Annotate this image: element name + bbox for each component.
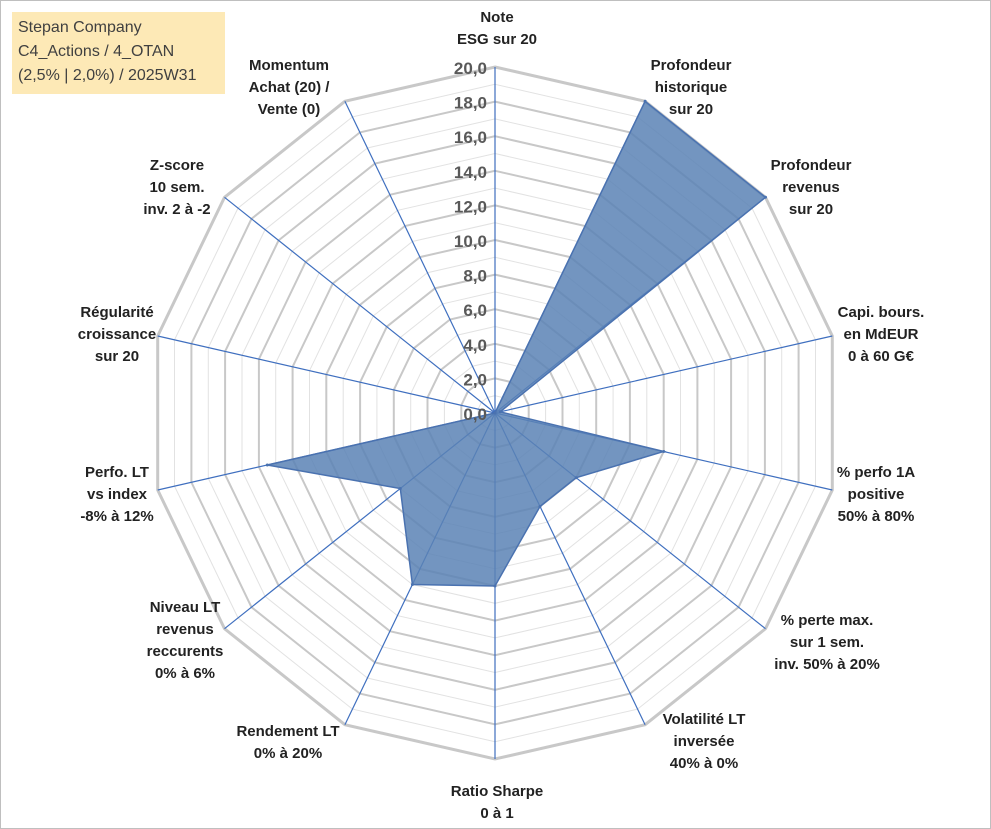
axis-label: Momentum bbox=[249, 57, 329, 74]
axis-label: Rendement LT bbox=[236, 723, 339, 740]
tick-label: 2,0 bbox=[463, 370, 487, 389]
axis-label: 0 à 60 G€ bbox=[848, 348, 915, 365]
axis-label: 0% à 6% bbox=[155, 665, 215, 682]
axis-label: sur 1 sem. bbox=[790, 634, 864, 651]
series-area bbox=[267, 100, 767, 587]
tick-label: 20,0 bbox=[454, 59, 487, 78]
tick-label: 4,0 bbox=[463, 336, 487, 355]
axis-spoke bbox=[157, 335, 496, 414]
data-point bbox=[265, 463, 269, 467]
title-line-1: Stepan Company bbox=[18, 19, 142, 36]
axis-label: 10 sem. bbox=[149, 179, 204, 196]
axis-spoke bbox=[344, 101, 496, 414]
axis-label: Régularité bbox=[80, 304, 153, 321]
axis-label: sur 20 bbox=[669, 101, 713, 118]
axis-label: Note bbox=[480, 9, 513, 26]
tick-label: 8,0 bbox=[463, 267, 487, 286]
axis-label: vs index bbox=[87, 486, 148, 503]
data-point bbox=[493, 584, 497, 588]
axis-spoke bbox=[224, 196, 496, 414]
axis-label: inv. 2 à -2 bbox=[143, 201, 210, 218]
axis-label: Volatilité LT bbox=[663, 711, 746, 728]
tick-label: 18,0 bbox=[454, 94, 487, 113]
axis-label: Z-score bbox=[150, 157, 204, 174]
axis-label: historique bbox=[655, 79, 728, 96]
title-line-3: (2,5% | 2,0%) / 2025W31 bbox=[18, 67, 197, 84]
axis-label: 40% à 0% bbox=[670, 755, 738, 772]
data-point bbox=[398, 487, 402, 490]
data-point bbox=[538, 505, 542, 508]
data-point bbox=[574, 476, 578, 480]
axis-label: Ratio Sharpe bbox=[451, 783, 544, 800]
tick-label: 12,0 bbox=[454, 197, 487, 216]
axis-label: reccurents bbox=[147, 643, 224, 660]
axis-label: Niveau LT bbox=[150, 599, 221, 616]
axis-label: inversée bbox=[674, 733, 735, 750]
axis-label: revenus bbox=[156, 621, 214, 638]
axis-label: croissance bbox=[78, 326, 156, 343]
axis-label: % perfo 1A bbox=[837, 464, 916, 481]
axis-label: inv. 50% à 20% bbox=[774, 656, 880, 673]
axis-label: -8% à 12% bbox=[80, 508, 153, 525]
axis-label: revenus bbox=[782, 179, 840, 196]
axis-label: % perte max. bbox=[781, 612, 874, 629]
axis-spoke bbox=[494, 335, 833, 414]
data-point bbox=[498, 410, 502, 414]
data-point bbox=[643, 99, 647, 103]
axis-label: Profondeur bbox=[651, 57, 732, 74]
axis-label: positive bbox=[848, 486, 905, 503]
axis-label: sur 20 bbox=[789, 201, 833, 218]
axis-label: 50% à 80% bbox=[838, 508, 915, 525]
axis-label: Profondeur bbox=[771, 157, 852, 174]
tick-label: 0,0 bbox=[463, 405, 487, 424]
data-point bbox=[493, 411, 497, 415]
axis-label: Vente (0) bbox=[258, 101, 321, 118]
data-point bbox=[764, 195, 767, 199]
tick-label: 14,0 bbox=[454, 163, 487, 182]
tick-label: 6,0 bbox=[463, 301, 487, 320]
axis-label: sur 20 bbox=[95, 348, 139, 365]
data-point bbox=[410, 583, 414, 586]
chart-title-box: Stepan Company C4_Actions / 4_OTAN (2,5%… bbox=[12, 12, 225, 94]
axis-label: 0% à 20% bbox=[254, 745, 322, 762]
axis-label: Achat (20) / bbox=[249, 79, 331, 96]
axis-label: en MdEUR bbox=[844, 326, 919, 343]
axis-label: 0 à 1 bbox=[480, 805, 513, 822]
axis-label: Perfo. LT bbox=[85, 464, 149, 481]
axis-label: ESG sur 20 bbox=[457, 31, 537, 48]
title-line-2: C4_Actions / 4_OTAN bbox=[18, 43, 175, 60]
tick-label: 16,0 bbox=[454, 128, 487, 147]
data-point bbox=[662, 450, 666, 453]
axis-label: Capi. bours. bbox=[838, 304, 925, 321]
tick-label: 10,0 bbox=[454, 232, 487, 251]
